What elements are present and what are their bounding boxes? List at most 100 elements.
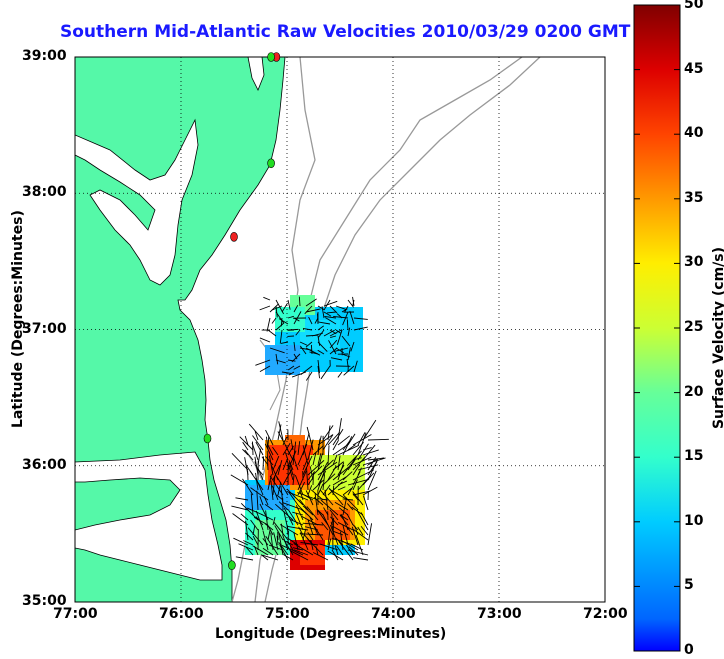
velocity-vector [332, 466, 350, 481]
velocity-vector [293, 549, 309, 556]
velocity-vector [263, 296, 271, 301]
velocity-vector [352, 479, 358, 491]
velocity-vector [274, 525, 284, 541]
velocity-vector [367, 459, 378, 481]
velocity-vector [334, 544, 339, 556]
velocity-vector [344, 305, 349, 313]
velocity-vector [331, 537, 354, 546]
velocity-vector [262, 547, 274, 556]
velocity-vector [341, 335, 351, 347]
velocity-vector [299, 499, 309, 511]
velocity-vector [271, 485, 279, 501]
velocity-vector [261, 456, 269, 466]
velocity-vector [280, 317, 283, 327]
velocity-vector [299, 341, 308, 346]
velocity-vector [309, 351, 319, 355]
velocity-vector [252, 545, 269, 556]
velocity-vector [297, 470, 307, 491]
velocity-vector [362, 449, 379, 456]
radar-station-marker [230, 232, 238, 242]
velocity-vector [305, 308, 321, 313]
colorbar-tick-label: 30 [684, 254, 704, 271]
velocity-vector [302, 522, 324, 526]
velocity-vector [277, 424, 282, 441]
velocity-vector [276, 535, 279, 546]
velocity-vector [362, 444, 376, 461]
velocity-vector [310, 489, 324, 501]
velocity-vector [269, 347, 285, 354]
velocity-vector [292, 441, 297, 466]
velocity-vector [352, 491, 364, 506]
velocity-vector [267, 529, 271, 541]
velocity-vector [287, 359, 296, 362]
velocity-vector [320, 365, 331, 380]
velocity-vector [267, 329, 277, 337]
velocity-vector [352, 457, 362, 461]
velocity-vector [333, 316, 349, 319]
velocity-vector [347, 299, 354, 308]
velocity-vector [322, 434, 334, 451]
velocity-vector [248, 423, 264, 441]
velocity-vector [278, 542, 289, 556]
velocity-vector [354, 525, 359, 536]
velocity-vector [312, 472, 314, 486]
velocity-vector [301, 516, 319, 526]
velocity-vector [357, 526, 364, 536]
velocity-vector [350, 341, 355, 352]
velocity-vector [300, 542, 319, 546]
velocity-vector [242, 478, 254, 496]
y-tick-label: 36:00 [22, 456, 67, 473]
velocity-vector [347, 478, 370, 486]
radar-station-marker [228, 560, 236, 571]
velocity-vector [280, 341, 289, 344]
velocity-vector [272, 517, 276, 526]
velocity-vector [274, 503, 294, 521]
velocity-vector [346, 358, 349, 367]
velocity-vector [263, 496, 269, 506]
velocity-vector [242, 448, 249, 456]
colorbar-tick-label: 25 [684, 319, 704, 335]
velocity-vector [247, 507, 264, 516]
velocity-vector [267, 525, 274, 536]
x-tick-label: 73:00 [477, 606, 522, 622]
velocity-vector [330, 335, 337, 338]
velocity-vector [327, 529, 331, 546]
velocity-vector [333, 347, 349, 353]
velocity-vector [279, 524, 299, 536]
velocity-vector [342, 436, 353, 456]
velocity-vector [309, 466, 314, 481]
velocity-vector [272, 446, 279, 456]
velocity-vector [245, 546, 254, 556]
velocity-vector [337, 522, 354, 531]
velocity-vector [298, 296, 301, 307]
velocity-vector [317, 434, 334, 446]
velocity-vector [352, 463, 359, 471]
colorbar-tick-label: 0 [684, 642, 694, 658]
colorbar-tick-label: 10 [684, 512, 704, 529]
velocity-vector [290, 439, 294, 451]
velocity-vector [329, 488, 349, 501]
velocity-vector [306, 506, 319, 521]
velocity-vector [256, 490, 259, 511]
velocity-vector [297, 441, 301, 456]
velocity-vector [367, 457, 385, 461]
velocity-vector [231, 505, 249, 511]
velocity-vector [271, 317, 277, 324]
velocity-vector [330, 521, 334, 531]
velocity-vector [235, 497, 249, 501]
velocity-vector [233, 537, 249, 546]
velocity-vector [317, 305, 325, 311]
velocity-vector [259, 365, 271, 372]
velocity-vector [282, 538, 294, 556]
velocity-vector [317, 509, 329, 526]
velocity-vector [254, 431, 259, 441]
velocity-vector [323, 311, 332, 317]
velocity-vector [231, 452, 249, 471]
velocity-vector [292, 511, 304, 516]
velocity-vector [324, 315, 337, 319]
velocity-vector [317, 359, 320, 374]
velocity-vector [329, 329, 343, 337]
velocity-vector [320, 499, 339, 516]
velocity-vector [348, 546, 359, 556]
y-tick-label: 39:00 [22, 48, 67, 64]
